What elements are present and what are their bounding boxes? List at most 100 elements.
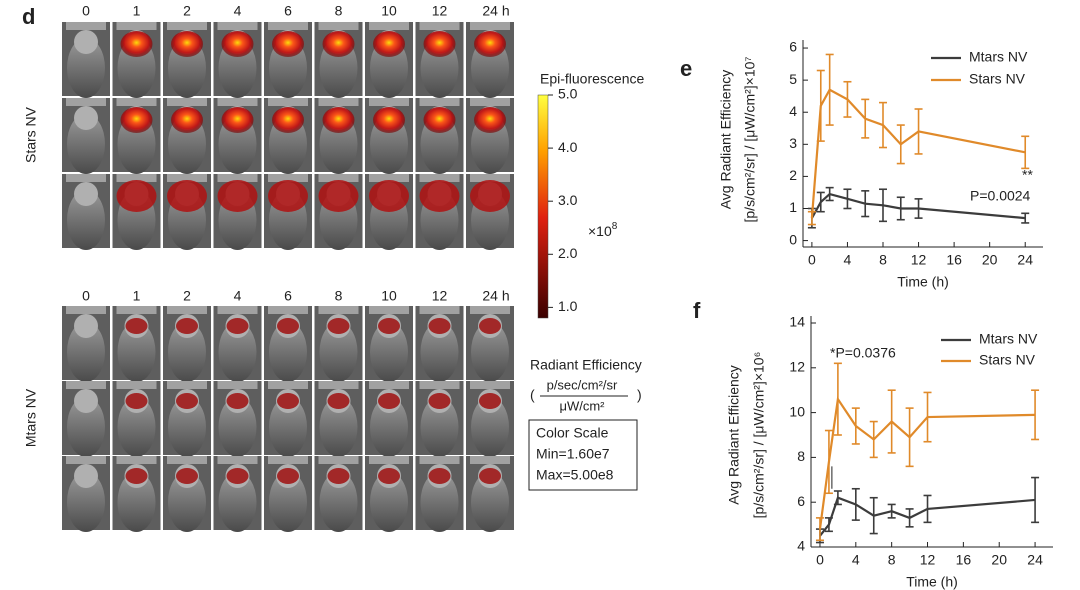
time-label: 4 [234,288,242,304]
mouse-image-header [318,381,359,389]
mouse-image-header [66,306,106,314]
fluorescence [474,107,506,133]
x-tick-label: 24 [1027,552,1043,568]
error-bar [905,407,914,468]
mouse-image-header [66,174,106,182]
mouse-image-header [116,306,157,314]
mouse-image-header [66,98,106,106]
panel-label: e [680,56,692,81]
y-tick-label: 2 [789,167,797,183]
mouse-image-header [116,381,157,389]
mouse-image-header [116,174,157,182]
fluorescence [327,318,350,334]
mouse-image-header [217,98,258,106]
legend-label: Mtars NV [969,49,1028,65]
mouse-body [168,397,206,457]
unit-numerator: p/sec/cm²/sr [547,377,618,392]
time-label: 10 [381,288,397,304]
mouse-image-header [369,22,409,30]
error-bar [1031,389,1040,441]
mouse-body [370,322,408,382]
error-bar [923,391,932,443]
mouse-image-header [268,456,308,464]
error-bar [879,101,887,149]
error-bar [843,188,852,210]
mouse-body [117,472,156,532]
fluorescence [171,107,203,133]
mouse-image-header [116,456,157,464]
x-axis-label: Time (h) [906,574,958,590]
mouse-image-header [217,381,258,389]
mouse-body [67,190,105,250]
time-label: 4 [234,3,242,19]
error-bar [816,69,825,142]
mouse-image-header [66,456,106,464]
mouse-image-header [369,174,409,182]
error-bar [896,196,905,221]
error-bar [833,362,842,436]
mouse-body [67,38,105,98]
error-bar [869,420,878,459]
colorbar-tick-label: 1.0 [558,298,578,314]
mouse-body [269,322,307,382]
legend-label: Mtars NV [979,331,1038,347]
colorbar [537,94,549,319]
time-label: 24 h [482,3,509,19]
error-bar [807,210,816,226]
time-label: 8 [335,3,343,19]
time-label: 0 [82,288,90,304]
mouse-body [370,472,408,532]
x-axis-label: Time (h) [897,274,949,290]
fluorescence [176,468,198,484]
time-label: 8 [335,288,343,304]
mouse-body [168,472,206,532]
panel-label: f [693,298,701,323]
time-label: 0 [82,3,90,19]
fluorescence [474,31,506,57]
fluorescence [428,468,451,484]
fluorescence [470,180,510,212]
fluorescence [217,180,258,212]
mouse-body [67,397,105,457]
error-bar [851,487,860,521]
mouse-image-header [167,456,207,464]
y-tick-label: 0 [789,231,797,247]
mouse-image-header [167,22,207,30]
x-tick-label: 16 [946,252,962,268]
mouse-image-header [217,456,258,464]
color-scale-max: Max=5.00e8 [536,467,614,483]
mouse-image-header [369,98,409,106]
y-tick-label: 10 [789,403,805,419]
mouse-image-header [268,381,308,389]
color-scale-min: Min=1.60e7 [536,446,610,462]
error-bar [887,503,896,519]
mouse-image-header [318,22,359,30]
mouse-head [74,389,98,413]
fluorescence [318,180,359,212]
multiplier-exp: 8 [612,221,618,232]
y-tick-label: 5 [789,71,797,87]
time-label: 12 [432,288,448,304]
mouse-body [420,472,459,532]
mouse-image-header [66,22,106,30]
error-bar [816,191,825,213]
fluorescence [428,318,451,334]
colorbar-title: Epi-fluorescence [540,71,644,87]
legend-label: Stars NV [969,71,1026,87]
mouse-body [471,322,509,382]
colorbar-tick-label: 4.0 [558,139,578,155]
mouse-image-header [419,456,460,464]
mouse-image-header [419,306,460,314]
fluorescence [428,393,451,409]
mouse-image-header [116,98,157,106]
fluorescence [272,31,304,57]
fluorescence [378,468,400,484]
mouse-image-header [419,174,460,182]
fluorescence [327,468,350,484]
mouse-image-header [369,306,409,314]
x-tick-label: 4 [844,252,852,268]
fluorescence [116,180,157,212]
error-bar [1021,212,1030,224]
mouse-body [218,397,257,457]
x-tick-label: 20 [991,552,1007,568]
